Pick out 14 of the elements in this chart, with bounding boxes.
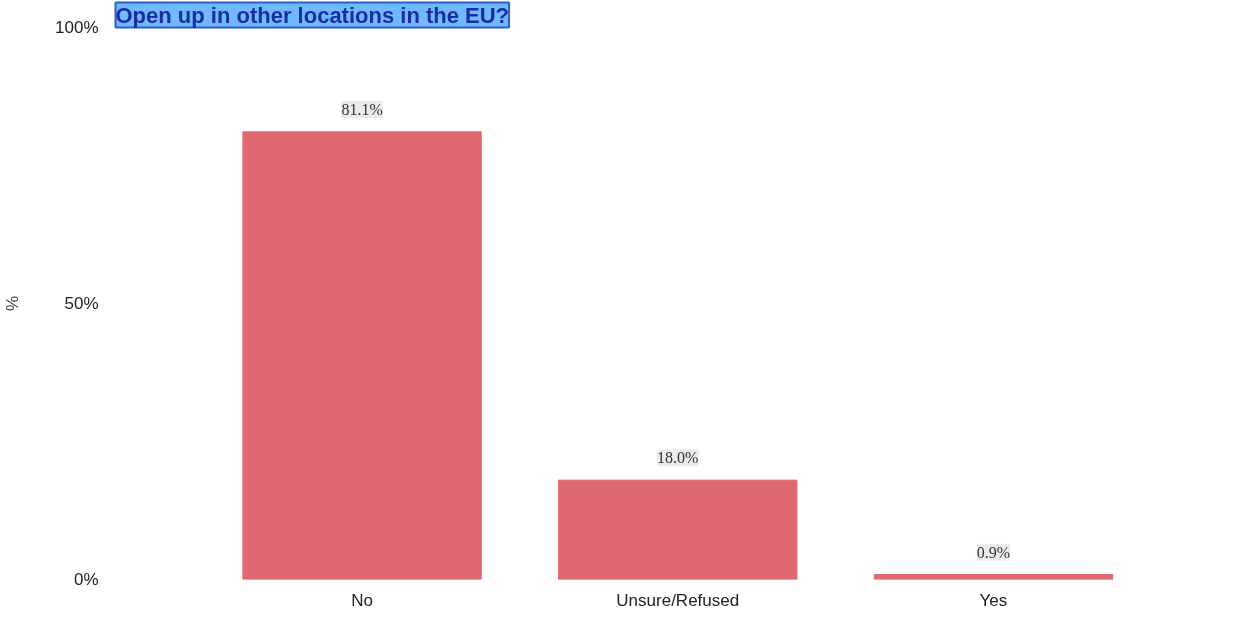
data-label: 18.0% (657, 449, 699, 467)
y-tick-label: 0% (73, 570, 99, 589)
data-label: 0.9% (976, 543, 1011, 561)
bar (242, 131, 482, 580)
y-tick-label: 50% (64, 294, 99, 313)
y-tick-label: 100% (55, 18, 99, 37)
bar (558, 479, 798, 580)
chart-title: Open up in other locations in the EU? (115, 2, 510, 28)
x-tick-label: Yes (979, 590, 1008, 610)
bar (873, 574, 1114, 580)
data-label: 81.1% (341, 101, 383, 119)
y-axis-title: % (3, 295, 23, 312)
x-tick-label: No (351, 590, 373, 610)
x-tick-label: Unsure/Refused (616, 590, 740, 610)
